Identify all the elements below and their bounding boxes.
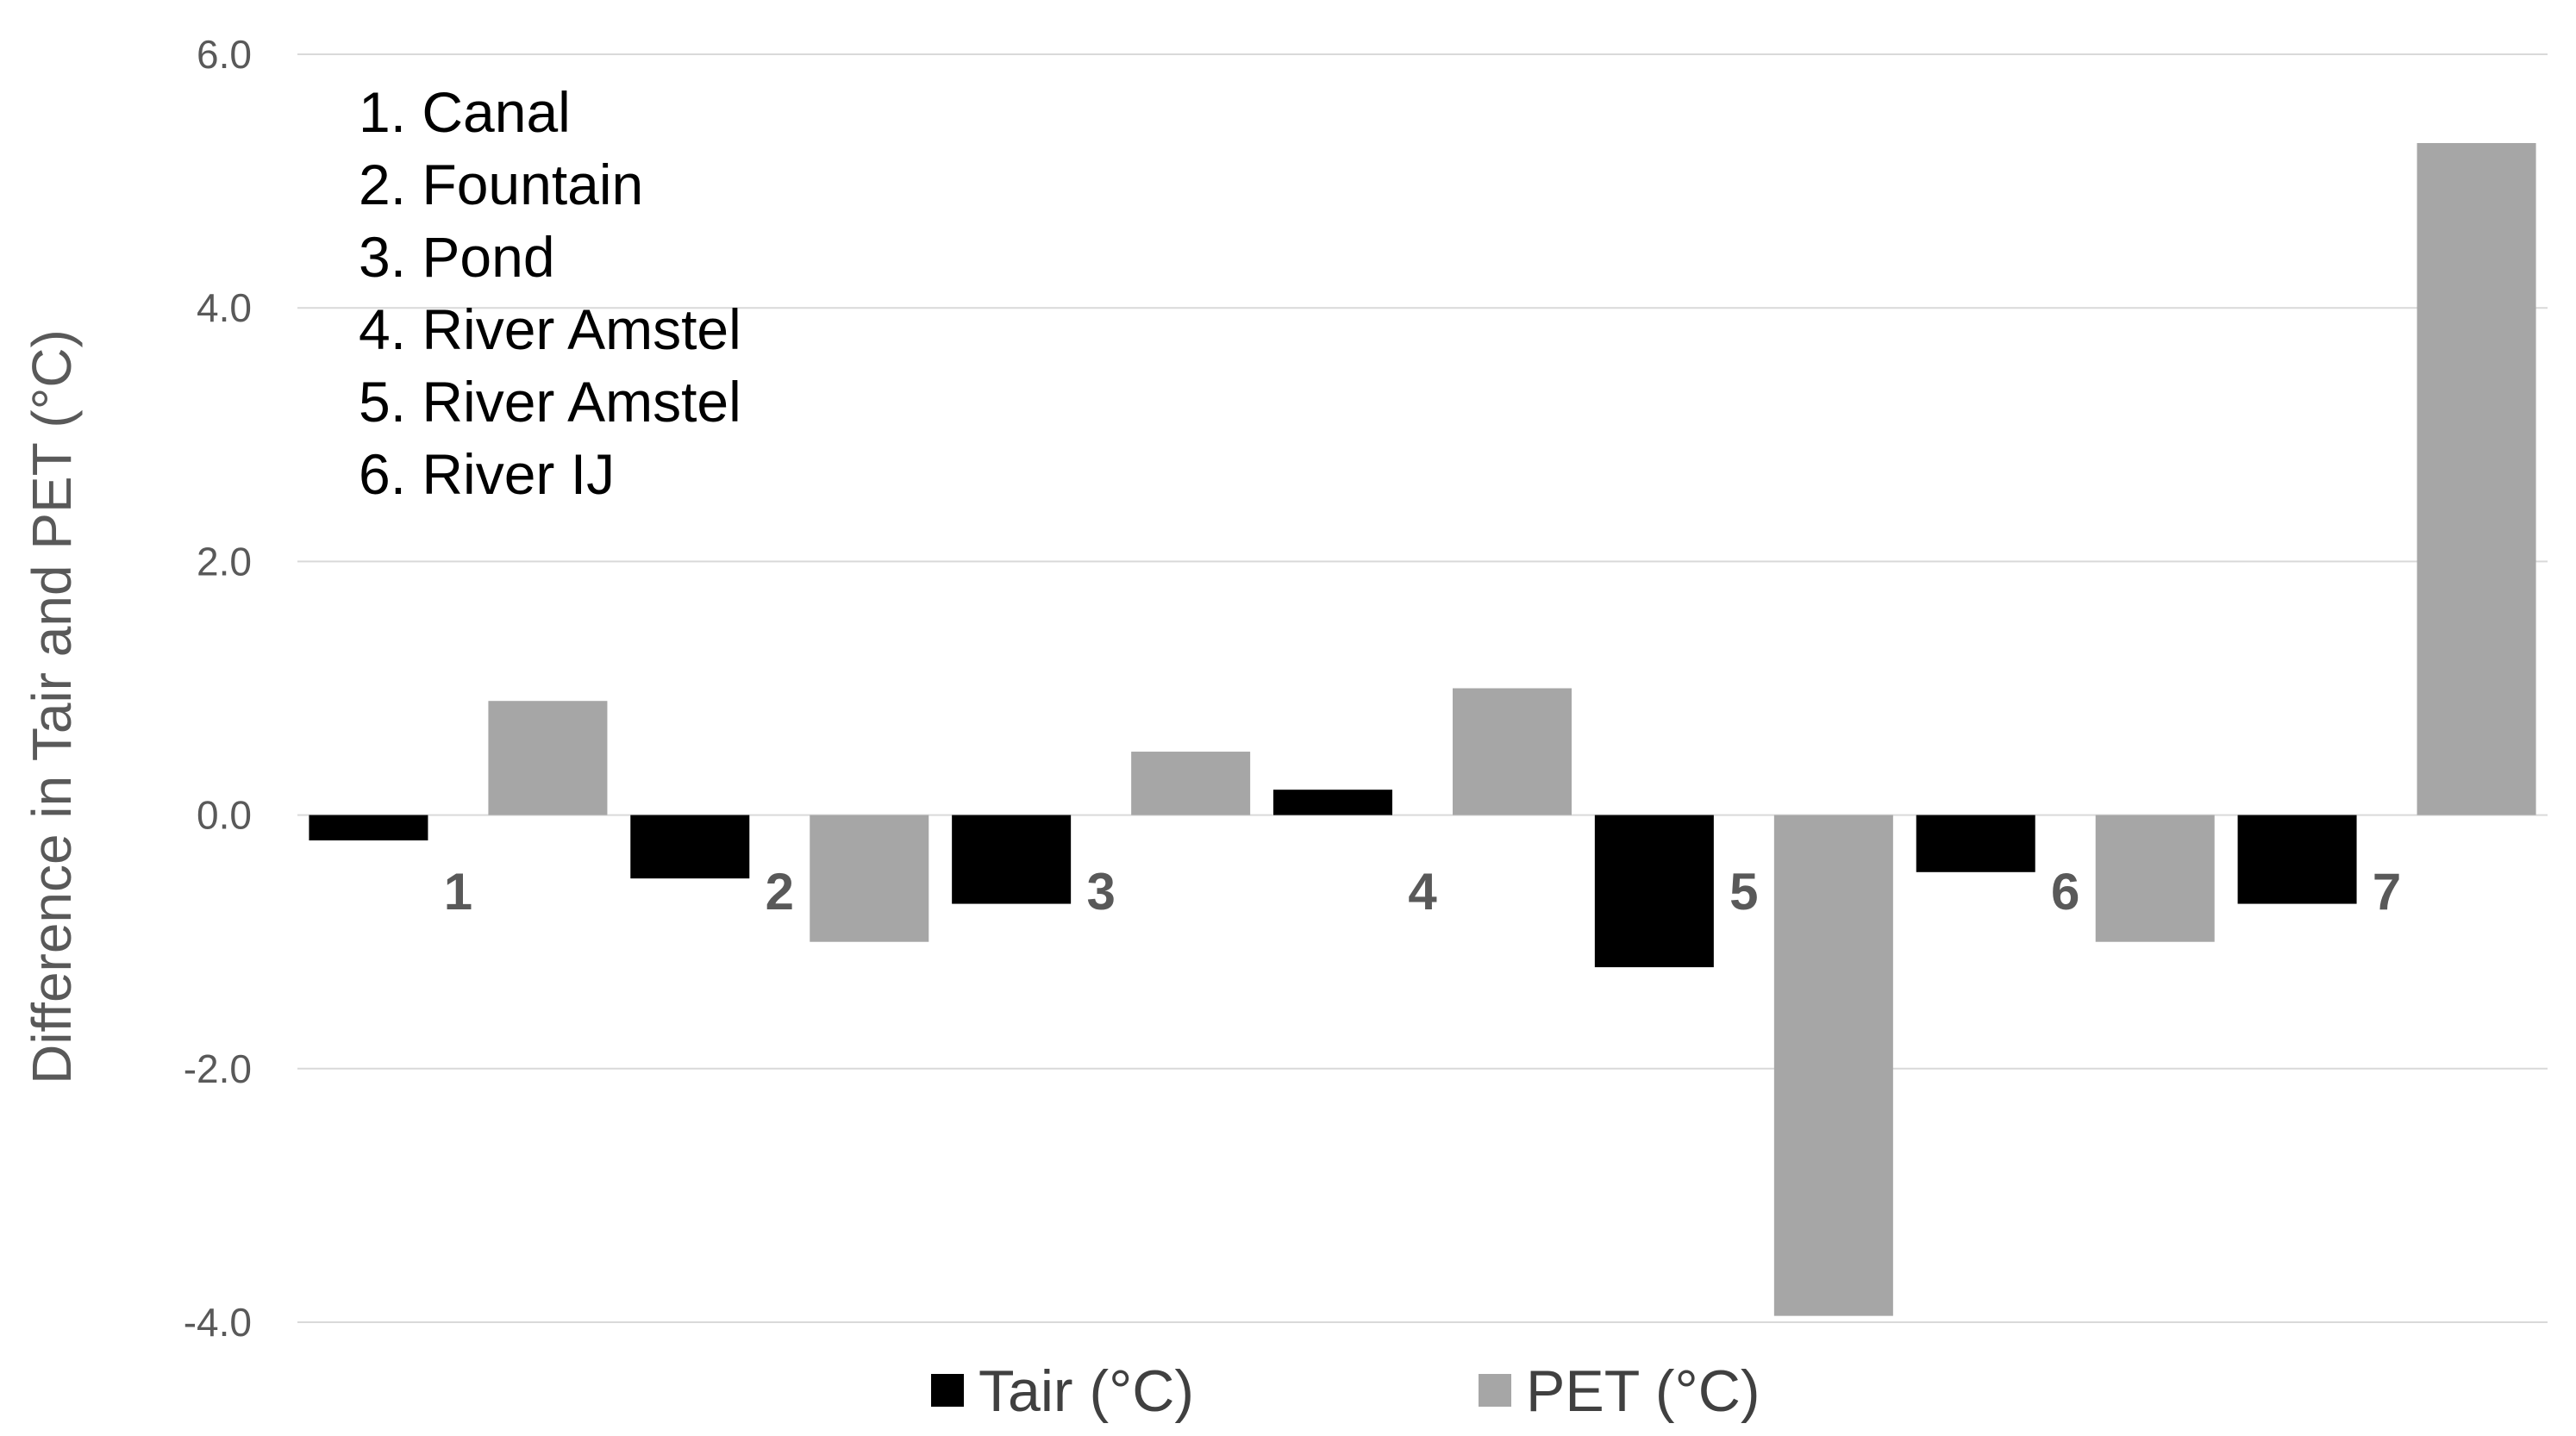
x-category-label: 5 [1729, 863, 1758, 921]
legend-label-pet: PET (°C) [1526, 1358, 1760, 1424]
bar-pet [1453, 688, 1572, 815]
annotation-item: 5. River Amstel [359, 370, 741, 434]
y-tick-label: 6.0 [197, 32, 252, 77]
annotation-item: 3. Pond [359, 225, 555, 289]
legend-swatch-pet [1479, 1374, 1511, 1407]
y-tick-label: 4.0 [197, 285, 252, 330]
y-tick-label: 0.0 [197, 793, 252, 838]
legend-swatch-tair [931, 1374, 964, 1407]
bar-pet [1773, 815, 1893, 1316]
bar-tair [1594, 815, 1714, 968]
bar-tair [1273, 790, 1392, 815]
bar-pet [1131, 752, 1251, 815]
annotation-list: 1. Canal 2. Fountain 3. Pond 4. River Amste… [359, 80, 741, 506]
x-category-label: 2 [766, 863, 794, 921]
bar-tair [1916, 815, 2035, 872]
x-category-label: 3 [1086, 863, 1115, 921]
gridlines [297, 53, 2548, 1323]
bar-pet [488, 701, 608, 815]
x-category-label: 7 [2373, 863, 2401, 921]
annotation-item: 2. Fountain [359, 153, 643, 216]
legend: Tair (°C) PET (°C) [931, 1358, 1760, 1424]
bar-tair [952, 815, 1072, 904]
x-category-label: 6 [2051, 863, 2079, 921]
bar-tair [630, 815, 750, 879]
bar-tair [2237, 815, 2357, 904]
y-axis-label: Difference in Tair and PET (°C) [21, 329, 83, 1084]
x-category-label: 4 [1408, 863, 1437, 921]
bar-pet [2417, 142, 2536, 815]
annotation-item: 1. Canal [359, 80, 571, 144]
bar-pet [2095, 815, 2215, 942]
x-axis-categories: 1 2 3 4 5 6 7 [444, 863, 2402, 921]
bar-tair [309, 815, 428, 841]
bar-pet [810, 815, 929, 942]
annotation-item: 6. River IJ [359, 442, 615, 506]
x-category-label: 1 [444, 863, 472, 921]
legend-label-tair: Tair (°C) [979, 1358, 1194, 1424]
y-tick-label: 2.0 [197, 539, 252, 584]
y-tick-label: -4.0 [184, 1300, 252, 1345]
annotation-item: 4. River Amstel [359, 297, 741, 361]
bars [309, 142, 2536, 1316]
y-axis-ticks: 6.0 4.0 2.0 0.0 -2.0 -4.0 [184, 32, 252, 1345]
y-tick-label: -2.0 [184, 1046, 252, 1091]
